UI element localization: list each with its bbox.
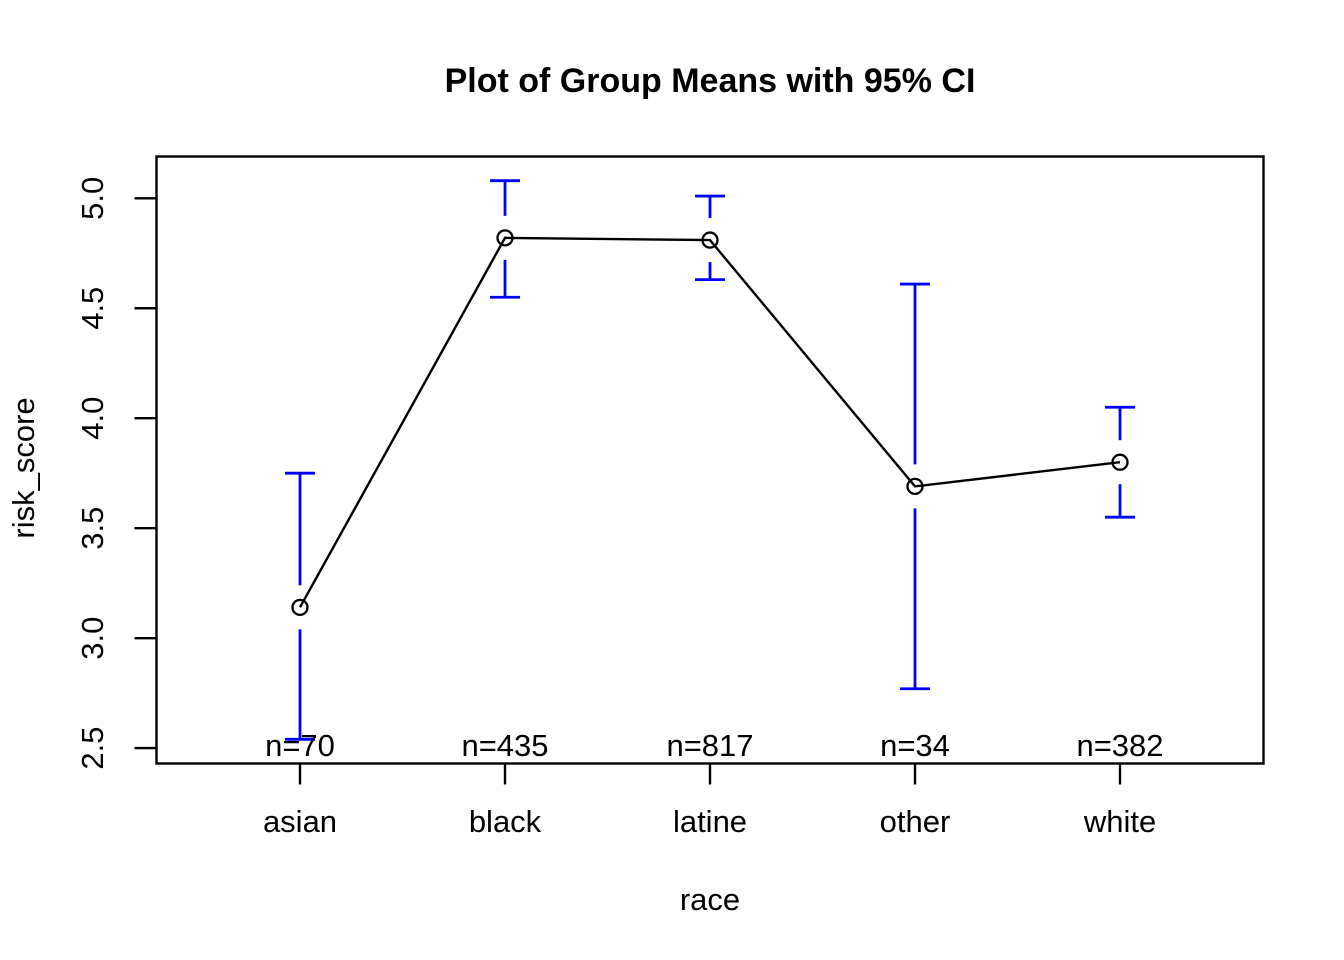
chart-title: Plot of Group Means with 95% CI <box>445 62 976 100</box>
ci-error-bar <box>900 282 930 691</box>
y-tick-label: 3.0 <box>75 617 110 660</box>
y-axis-label: risk_score <box>6 397 41 538</box>
y-tick-label: 4.5 <box>75 287 110 330</box>
y-tick-label: 2.5 <box>75 727 110 770</box>
category-label: latine <box>673 804 747 839</box>
mean-point <box>701 231 719 249</box>
sample-size-label: n=70 <box>265 728 335 763</box>
mean-points <box>291 229 1129 617</box>
x-axis-label: race <box>680 882 740 917</box>
category-label: black <box>469 804 542 839</box>
means-line <box>298 236 1121 608</box>
y-tick-label: 3.5 <box>75 507 110 550</box>
sample-size-label: n=817 <box>666 728 753 763</box>
mean-point <box>496 229 514 247</box>
x-axis <box>298 763 1122 785</box>
sample-size-label: n=34 <box>880 728 950 763</box>
category-label: other <box>880 804 951 839</box>
sample-size-label: n=382 <box>1076 728 1163 763</box>
sample-size-label: n=435 <box>461 728 548 763</box>
ci-error-bars <box>285 179 1135 741</box>
y-tick-label: 5.0 <box>75 177 110 220</box>
mean-point <box>1111 453 1129 471</box>
mean-point <box>906 477 924 496</box>
ci-error-bar <box>1105 405 1135 519</box>
ci-error-bar <box>490 179 520 299</box>
y-axis <box>134 197 157 750</box>
category-label: asian <box>263 804 337 839</box>
category-label: white <box>1083 804 1156 839</box>
ci-error-bar <box>285 471 315 741</box>
ci-error-bar <box>695 194 725 282</box>
mean-point <box>291 598 309 617</box>
y-tick-label: 4.0 <box>75 397 110 440</box>
